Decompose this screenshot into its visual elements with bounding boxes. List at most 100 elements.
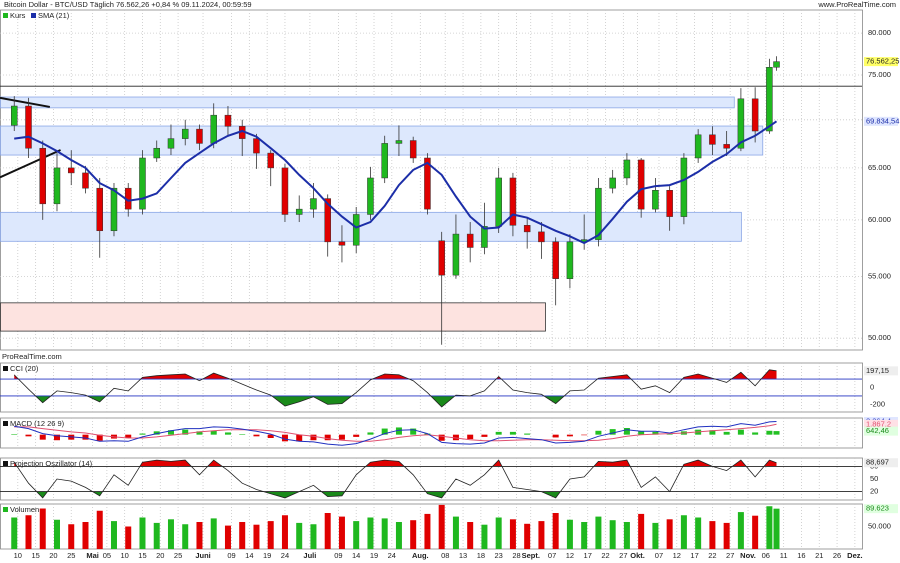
macd-hist-bar xyxy=(709,430,716,435)
macd-hist-bar xyxy=(82,434,89,440)
x-tick-label: 18 xyxy=(477,551,485,560)
volume-bar xyxy=(495,517,502,549)
volume-bar xyxy=(353,521,360,549)
cci-line xyxy=(13,369,777,408)
osc-fill xyxy=(14,460,777,467)
macd-hist-bar xyxy=(737,429,744,435)
candle-body xyxy=(538,231,545,243)
candle-body xyxy=(167,138,175,149)
x-tick-label: 23 xyxy=(495,551,503,560)
volume-bar xyxy=(481,524,488,549)
y-tick-label: 65.000 xyxy=(868,163,891,172)
macd-hist-bar xyxy=(467,434,474,440)
last-value-label: 1.867,2 xyxy=(866,419,891,428)
volume-bar xyxy=(182,524,189,549)
x-tick-label: 21 xyxy=(815,551,823,560)
projection-line xyxy=(13,459,777,499)
x-tick-label: 26 xyxy=(833,551,841,560)
macd-hist-bar xyxy=(153,431,160,435)
osc-fill xyxy=(14,369,777,380)
x-tick-label: 19 xyxy=(370,551,378,560)
x-tick-label: Okt. xyxy=(630,551,645,560)
volume-bar xyxy=(424,513,431,549)
candle-body xyxy=(623,159,631,179)
candle-body xyxy=(324,198,331,243)
x-tick-label: Nov. xyxy=(740,551,756,560)
candle-body xyxy=(680,157,688,217)
macd-hist-bar xyxy=(296,434,303,442)
candle-body xyxy=(637,159,645,210)
volume-bar xyxy=(125,526,132,549)
candle-body xyxy=(367,177,374,215)
legend-swatch xyxy=(3,507,8,512)
volume-bar xyxy=(623,522,630,549)
x-tick-label: 11 xyxy=(780,551,788,560)
volume-bar xyxy=(196,522,203,549)
candle-body xyxy=(409,140,417,159)
volume-bar xyxy=(381,518,388,549)
x-tick-label: Dez. xyxy=(847,551,862,560)
candle-body xyxy=(110,187,118,232)
macd-hist-bar xyxy=(139,433,146,435)
candle-body xyxy=(709,134,716,145)
volume-bar xyxy=(296,522,303,549)
volume-bar xyxy=(538,521,545,549)
candle-body xyxy=(352,214,360,246)
macd-hist-bar xyxy=(652,431,659,435)
volume-bar xyxy=(224,525,231,549)
last-value-box xyxy=(864,366,898,376)
sma-line xyxy=(14,120,778,245)
volume-bar xyxy=(68,524,75,549)
x-tick-label: 10 xyxy=(14,551,22,560)
legend-label: Projection Oszillator (14) xyxy=(10,459,93,468)
x-tick-label: 09 xyxy=(227,551,235,560)
macd-hist-bar xyxy=(224,432,231,435)
volume-bar xyxy=(253,524,260,549)
last-value-label: 89.623 xyxy=(866,504,889,513)
zone xyxy=(0,211,742,242)
y-tick-label: 50.000 xyxy=(868,521,891,530)
candle-body xyxy=(25,105,32,149)
macd-hist-bar xyxy=(239,434,246,435)
x-tick-label: 20 xyxy=(49,551,57,560)
macd-hist-bar xyxy=(367,432,374,435)
volume-bar xyxy=(267,521,274,549)
volume-bar xyxy=(210,518,217,549)
last-value-label: 69.834,54 xyxy=(866,116,899,125)
y-tick-label: 50 xyxy=(870,474,878,483)
volume-bar xyxy=(167,519,174,549)
volume-bar xyxy=(709,521,716,549)
last-value-label: 642,46 xyxy=(866,426,889,435)
legend-swatch xyxy=(31,13,36,18)
x-tick-label: 24 xyxy=(388,551,396,560)
volume-bar xyxy=(438,504,445,549)
volume-bar xyxy=(395,522,402,549)
legend-label: SMA (21) xyxy=(38,11,70,20)
last-value-label: 197,15 xyxy=(866,366,889,375)
volume-bar xyxy=(680,515,687,549)
x-tick-label: 20 xyxy=(156,551,164,560)
x-tick-label: Aug. xyxy=(412,551,429,560)
macd-hist-bar xyxy=(452,434,459,441)
last-value-box xyxy=(864,419,898,429)
volume-bar xyxy=(39,508,46,549)
candle-body xyxy=(438,240,445,276)
legend-swatch xyxy=(3,421,8,426)
legend-label: MACD (12 26 9) xyxy=(10,419,65,428)
volume-bar xyxy=(281,515,288,549)
candle-body xyxy=(381,143,388,179)
last-value-box xyxy=(864,458,898,468)
macd-hist-bar xyxy=(25,434,32,437)
candle-body xyxy=(338,241,346,246)
volume-bar xyxy=(11,517,18,549)
x-tick-label: 05 xyxy=(103,551,111,560)
x-tick-label: 22 xyxy=(601,551,609,560)
volume-bar xyxy=(609,520,616,549)
candle-body xyxy=(424,157,431,210)
macd-hist-bar xyxy=(438,434,445,441)
candle-body xyxy=(82,172,89,189)
candle-body xyxy=(694,134,702,159)
candle-body xyxy=(523,225,531,233)
macd-hist-bar xyxy=(182,429,189,435)
x-tick-label: Sept. xyxy=(522,551,540,560)
